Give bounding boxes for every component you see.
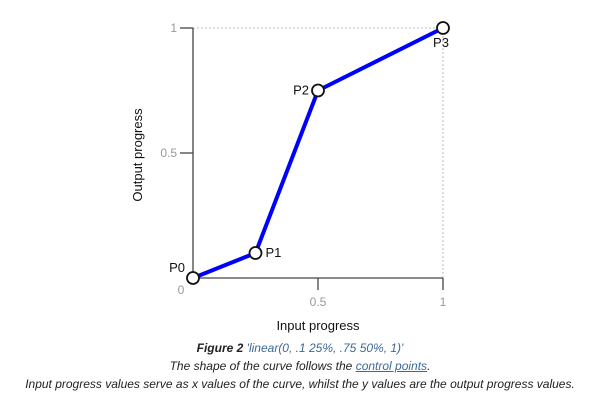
figure-caption: Figure 2 'linear(0, .1 25%, .75 50%, 1)': [0, 341, 600, 355]
figure-code: 'linear(0, .1 25%, .75 50%, 1)': [246, 341, 404, 355]
point-label: P3: [433, 35, 449, 50]
control-point: [186, 271, 200, 285]
x-tick-label: 1: [440, 295, 447, 309]
y-tick-label: 1: [170, 21, 177, 35]
x-tick-label: 0.5: [310, 295, 327, 309]
figure-label: Figure 2: [196, 341, 244, 355]
series-line: [192, 26, 444, 280]
control-points-link[interactable]: control points: [355, 359, 428, 373]
point-label: P1: [266, 245, 282, 260]
caption-text: The shape of the curve follows the: [169, 359, 356, 373]
point-label: P0: [169, 260, 185, 275]
control-point: [436, 21, 450, 35]
y-tick-label: 0.5: [160, 146, 177, 160]
caption-period: .: [427, 359, 431, 373]
x-axis-label: Input progress: [276, 318, 360, 333]
control-point: [311, 83, 325, 98]
x-tick-label: 0: [178, 283, 185, 297]
point-label: P2: [293, 83, 309, 98]
caption-line-3: Input progress values serve as x values …: [25, 377, 575, 391]
control-point: [248, 246, 263, 260]
caption-line-2: The shape of the curve follows the contr…: [0, 359, 600, 373]
y-axis-label: Output progress: [130, 108, 145, 202]
chart: 0 0.5 1 0.5 1 P0 P1 P2 P3 Input progress Output …: [130, 21, 450, 333]
